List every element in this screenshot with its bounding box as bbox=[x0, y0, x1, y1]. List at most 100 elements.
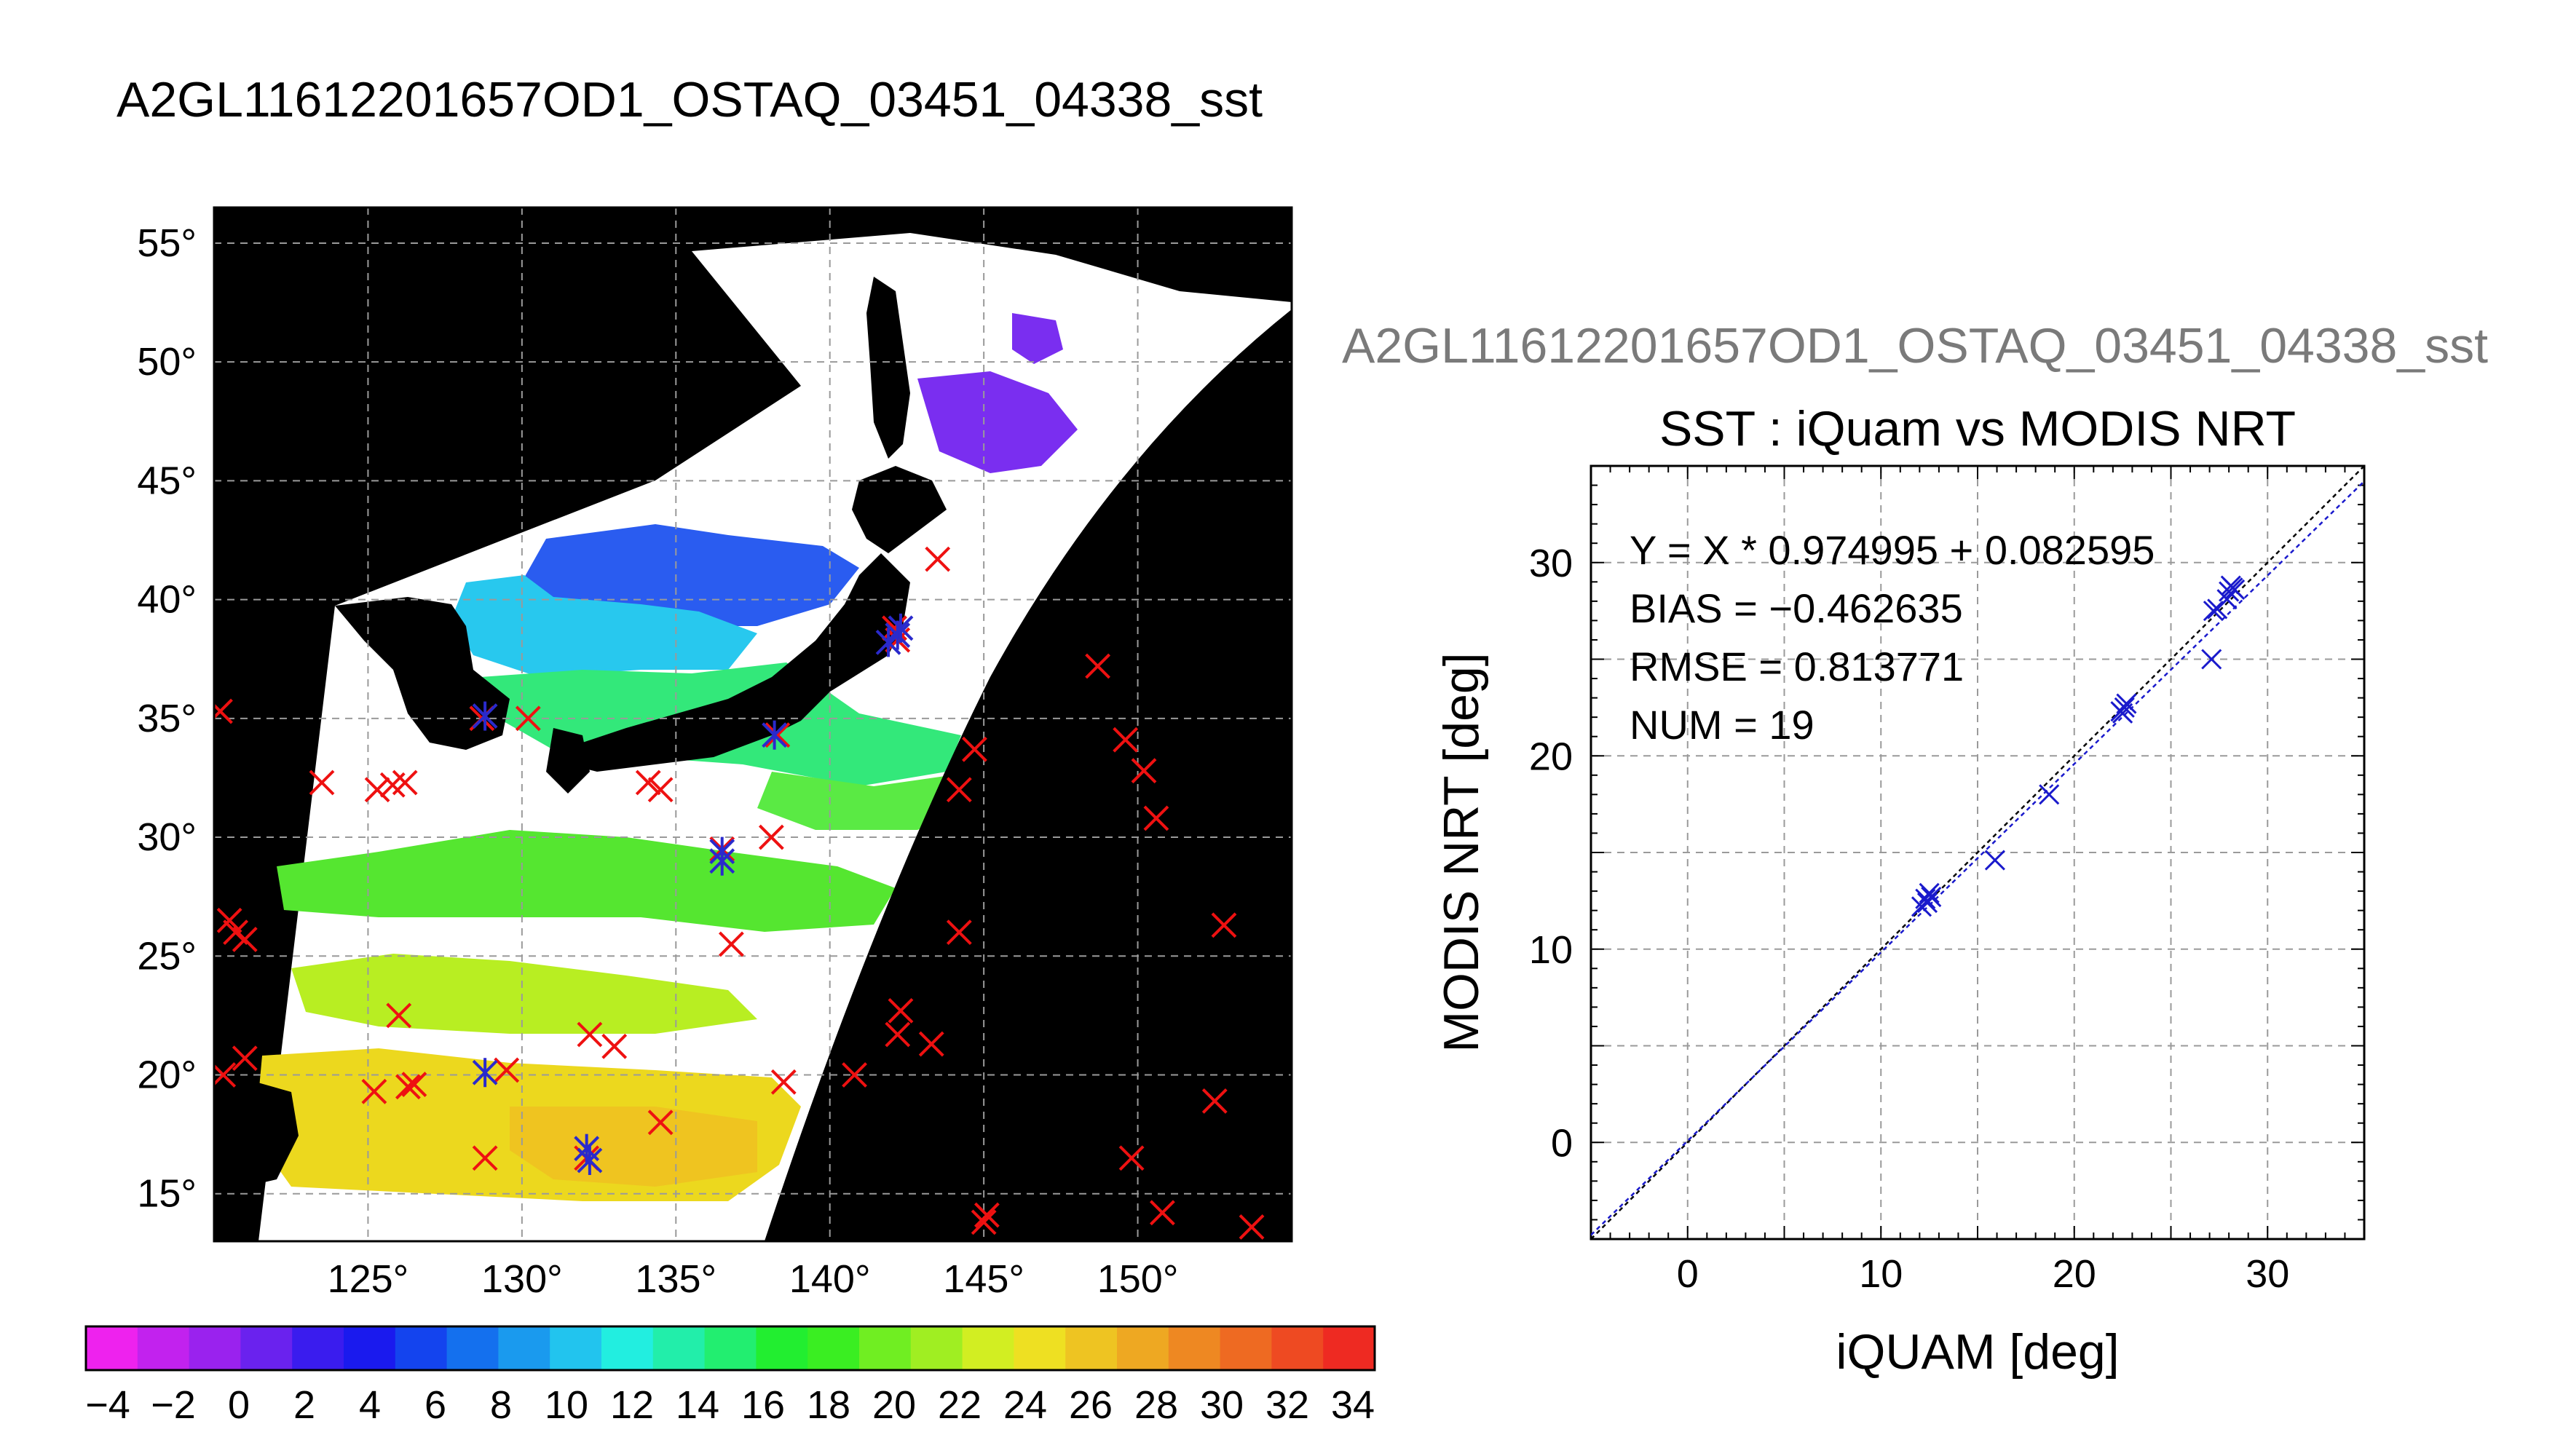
buoy-marker bbox=[577, 1021, 603, 1048]
colorbar-tick-label: 20 bbox=[872, 1383, 916, 1427]
colorbar-tick-label: 2 bbox=[293, 1383, 315, 1427]
colorbar-swatch bbox=[446, 1326, 499, 1370]
sst-map: 125° 130° 135° 140° 145° 150° 15° 20° 25° 30° 35° 4… bbox=[137, 206, 1293, 1301]
colorbar-tick-label: −4 bbox=[85, 1383, 130, 1427]
lat-tick-label: 25° bbox=[137, 934, 197, 978]
scatter-point bbox=[2216, 589, 2238, 610]
buoy-marker bbox=[1113, 727, 1139, 753]
buoy-marker bbox=[232, 1045, 258, 1072]
scatter-points bbox=[1911, 575, 2246, 917]
colorbar-tick-label: 12 bbox=[610, 1383, 654, 1427]
colorbar-swatch bbox=[498, 1326, 550, 1370]
scatter-point bbox=[1921, 887, 1942, 908]
colorbar-tick-label: 26 bbox=[1069, 1383, 1113, 1427]
scatter-plot: SST : iQuam vs MODIS NRT 0 10 20 300102030 … bbox=[1434, 401, 2366, 1380]
buoy-marker bbox=[1085, 653, 1111, 679]
x-tick-label: 20 bbox=[2053, 1252, 2096, 1296]
matchup-marker bbox=[472, 701, 498, 731]
x-tick-label: 0 bbox=[1677, 1252, 1699, 1296]
colorbar-swatch bbox=[601, 1326, 654, 1370]
buoy-marker bbox=[361, 1078, 387, 1104]
buoy-marker bbox=[918, 1031, 944, 1057]
scatter-y-label: MODIS NRT [deg] bbox=[1434, 652, 1489, 1052]
sst-region-yellowgreen bbox=[291, 954, 757, 1034]
stat-annotation: BIAS = −0.462635 bbox=[1630, 585, 1963, 631]
buoy-marker bbox=[1131, 758, 1157, 784]
stat-annotation: NUM = 19 bbox=[1630, 702, 1814, 748]
land-luzon bbox=[214, 1070, 299, 1194]
scatter-point bbox=[1984, 850, 2005, 871]
colorbar-tick-label: 14 bbox=[676, 1383, 719, 1427]
buoy-marker bbox=[925, 546, 951, 572]
y-tick-label: 10 bbox=[1529, 928, 1573, 972]
scatter-point bbox=[2203, 601, 2224, 622]
colorbar-swatch bbox=[189, 1326, 241, 1370]
scatter-point bbox=[2224, 579, 2246, 600]
buoy-marker bbox=[882, 615, 907, 641]
scatter-annotations: Y = X * 0.974995 + 0.082595 BIAS = −0.462… bbox=[1630, 527, 2155, 748]
colorbar-tick-label: 22 bbox=[938, 1383, 982, 1427]
buoy-marker bbox=[1211, 912, 1237, 938]
land-japan-hokkaido bbox=[852, 466, 947, 553]
matchup-marker bbox=[875, 628, 901, 657]
scatter-point bbox=[2201, 649, 2222, 670]
one-to-one-line bbox=[1591, 466, 2364, 1239]
buoy-marker bbox=[635, 769, 661, 796]
colorbar-swatch bbox=[1168, 1326, 1221, 1370]
matchup-marker bbox=[709, 846, 735, 876]
colorbar-swatch bbox=[550, 1326, 602, 1370]
colorbar-swatch bbox=[1220, 1326, 1272, 1370]
y-tick-label: 20 bbox=[1529, 735, 1573, 778]
colorbar-swatch bbox=[344, 1326, 396, 1370]
lat-tick-label: 40° bbox=[137, 578, 197, 622]
sst-region-purple-2 bbox=[1012, 313, 1063, 364]
buoy-marker bbox=[946, 919, 972, 946]
stat-annotation: Y = X * 0.974995 + 0.082595 bbox=[1630, 527, 2155, 573]
lat-tick-label: 35° bbox=[137, 697, 197, 740]
lon-tick-label: 125° bbox=[328, 1257, 409, 1301]
lon-tick-label: 145° bbox=[943, 1257, 1024, 1301]
lon-tick-label: 135° bbox=[635, 1257, 716, 1301]
colorbar-swatch bbox=[962, 1326, 1014, 1370]
lat-tick-label: 50° bbox=[137, 340, 197, 384]
buoy-marker bbox=[842, 1062, 867, 1088]
lat-tick-label: 45° bbox=[137, 459, 197, 502]
x-tick-label: 10 bbox=[1859, 1252, 1903, 1296]
colorbar-tick-label: 8 bbox=[490, 1383, 512, 1427]
buoy-marker bbox=[386, 1002, 412, 1029]
buoy-marker bbox=[770, 1069, 797, 1095]
colorbar-tick-label: 4 bbox=[359, 1383, 381, 1427]
buoy-marker bbox=[472, 1145, 498, 1171]
map-markers bbox=[214, 546, 1265, 1240]
buoy-marker bbox=[364, 777, 390, 803]
colorbar-tick-label: 28 bbox=[1134, 1383, 1178, 1427]
lon-tick-label: 130° bbox=[481, 1257, 563, 1301]
colorbar-tick-label: −2 bbox=[151, 1383, 196, 1427]
lon-tick-label: 140° bbox=[789, 1257, 871, 1301]
colorbar-swatch bbox=[1323, 1326, 1375, 1370]
colorbar-swatch bbox=[1014, 1326, 1066, 1370]
colorbar-swatch bbox=[1065, 1326, 1118, 1370]
stat-annotation: RMSE = 0.813771 bbox=[1630, 644, 1964, 689]
buoy-marker bbox=[758, 824, 784, 850]
buoy-marker bbox=[395, 1074, 421, 1100]
scatter-point bbox=[2039, 784, 2060, 805]
colorbar-border bbox=[84, 1325, 1376, 1372]
lon-tick-label: 150° bbox=[1097, 1257, 1179, 1301]
buoy-marker bbox=[309, 769, 335, 796]
map-gridlines bbox=[214, 207, 1292, 1241]
colorbar-swatch bbox=[910, 1326, 963, 1370]
colorbar-swatch bbox=[240, 1326, 293, 1370]
scatter-point bbox=[2110, 701, 2131, 722]
buoy-marker bbox=[214, 1062, 237, 1088]
buoy-marker bbox=[885, 1021, 911, 1048]
lat-tick-label: 20° bbox=[137, 1053, 197, 1096]
land-korea bbox=[335, 597, 510, 750]
buoy-marker bbox=[1118, 1145, 1145, 1171]
scatter-point bbox=[1915, 888, 1936, 909]
buoy-marker bbox=[1149, 1200, 1175, 1226]
colorbar-swatch bbox=[86, 1326, 138, 1370]
buoy-marker bbox=[392, 769, 418, 796]
colorbar-swatch bbox=[859, 1326, 912, 1370]
